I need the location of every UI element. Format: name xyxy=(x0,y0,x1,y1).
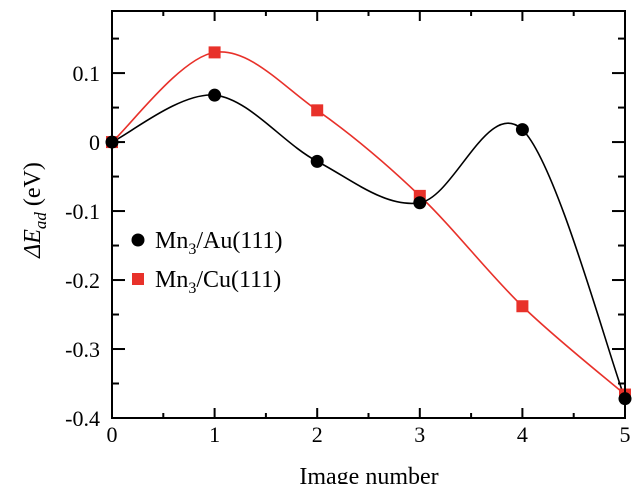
y-tick-label: -0.1 xyxy=(65,199,100,224)
y-tick-label: -0.2 xyxy=(65,268,100,293)
x-tick-label: 5 xyxy=(620,422,631,447)
y-axis-title-subscript: ad xyxy=(31,212,50,230)
y-axis-ticks: 0.1 0 -0.1 -0.2 -0.3 -0.4 xyxy=(65,37,625,431)
y-tick-label: -0.4 xyxy=(65,406,100,431)
series-line-1 xyxy=(111,51,626,396)
series-curves xyxy=(111,51,626,399)
y-axis-title-symbol: ΔE xyxy=(20,229,46,259)
y-tick-label: 0.1 xyxy=(73,61,101,86)
plot-frame xyxy=(111,10,626,419)
x-axis-ticks: 0 1 2 3 4 5 xyxy=(107,11,631,447)
data-point-series-1 xyxy=(516,300,529,313)
y-tick-label: -0.3 xyxy=(65,337,100,362)
data-point-series-0 xyxy=(208,88,222,102)
y-tick-label: 0 xyxy=(89,130,100,155)
data-point-series-0 xyxy=(413,196,427,210)
y-axis-title-unit: (eV) xyxy=(20,162,46,212)
data-point-series-0 xyxy=(310,154,324,168)
x-tick-label: 1 xyxy=(209,422,220,447)
x-axis-title: Image number xyxy=(299,464,438,484)
data-point-series-1 xyxy=(311,104,324,117)
x-tick-label: 4 xyxy=(517,422,528,447)
legend-marker-mn3-cu xyxy=(132,273,144,285)
x-tick-label: 3 xyxy=(414,422,425,447)
legend-label-mn3-au: Mn3/Au(111) xyxy=(155,228,283,258)
data-point-series-1 xyxy=(208,46,221,59)
legend-label-mn3-cu: Mn3/Cu(111) xyxy=(155,267,281,297)
legend: Mn3/Au(111) Mn3/Cu(111) xyxy=(131,228,283,297)
legend-marker-mn3-au xyxy=(131,233,145,247)
x-tick-label: 2 xyxy=(312,422,323,447)
y-axis-title: ΔEad (eV) xyxy=(20,162,50,259)
x-tick-label: 0 xyxy=(107,422,118,447)
data-point-series-0 xyxy=(515,123,529,137)
